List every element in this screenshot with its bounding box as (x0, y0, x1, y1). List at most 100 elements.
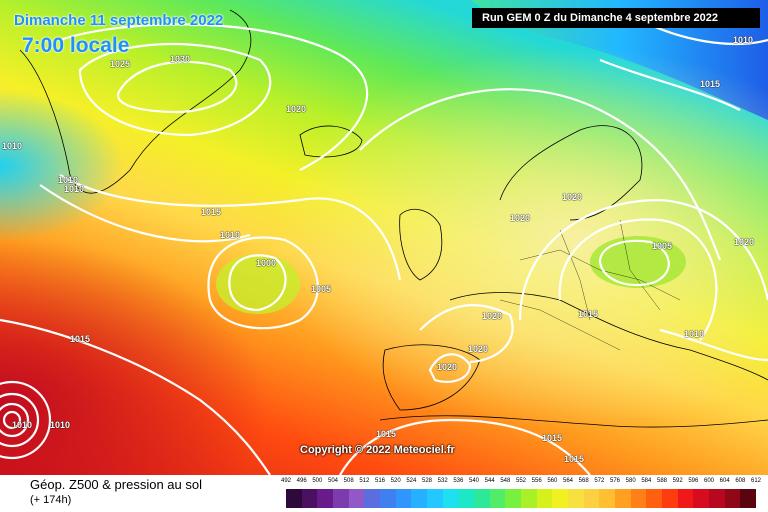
scale-tick-label: 528 (421, 478, 433, 484)
legend-bar: Géop. Z500 & pression au sol (+ 174h) 49… (0, 475, 768, 512)
scale-tick-label: 552 (515, 478, 527, 484)
scale-tick-label: 572 (594, 478, 605, 484)
scale-swatch (662, 489, 679, 508)
isobar-label: 1010 (63, 184, 85, 194)
scale-tick-label: 504 (327, 478, 339, 484)
isobar-1000-atlantic (228, 254, 287, 312)
isobar-1015-atlantic (0, 318, 271, 475)
scale-tick-label: 600 (703, 478, 715, 484)
scale-swatch (646, 489, 663, 508)
isobar-label: 1015 (541, 433, 563, 443)
forecast-local-time: 7:00 locale (22, 34, 130, 57)
scale-tick-label: 516 (374, 478, 386, 484)
scale-swatch (489, 489, 506, 508)
scale-swatch (333, 489, 350, 508)
isobar-low-core-2 (0, 402, 30, 438)
isobar-label: 1020 (481, 311, 503, 321)
scale-swatch (301, 489, 318, 508)
scandinavia-coast (499, 125, 643, 221)
scale-swatch (693, 489, 710, 508)
scale-tick-label: 496 (296, 478, 307, 484)
scale-swatch (286, 489, 303, 508)
scale-swatch (364, 489, 381, 508)
scale-swatch (505, 489, 522, 508)
scale-swatch (709, 489, 726, 508)
scale-swatch (380, 489, 397, 508)
isobar-1020-south (419, 304, 514, 364)
scale-swatch (583, 489, 600, 508)
isobar-label: 1015 (563, 454, 585, 464)
scale-tick-label: 564 (562, 478, 574, 484)
isobar-label: 1010 (49, 420, 71, 430)
isobar-1005-atlantic (207, 236, 319, 330)
scale-tick-label: 592 (672, 478, 683, 484)
scale-swatch (599, 489, 616, 508)
isobar-1015-africa (339, 418, 591, 475)
isobar-label: 1010 (683, 329, 705, 339)
field-title: Géop. Z500 & pression au sol (30, 477, 202, 492)
scale-tick-label: 568 (578, 478, 589, 484)
isobar-lines (0, 19, 768, 475)
isobar-label: 1010 (11, 420, 33, 430)
isobar-label: 1010 (732, 35, 754, 45)
scale-swatch (458, 489, 475, 508)
scale-tick-label: 508 (343, 478, 354, 484)
scale-swatch (677, 489, 694, 508)
scale-tick-label: 580 (625, 478, 636, 484)
isobar-label: 1005 (310, 284, 332, 294)
scale-swatch (630, 489, 647, 508)
isobar-label: 1020 (733, 237, 755, 247)
color-scale: 492 496 500 504 508 512 516 520 524 528 532 536 540 5… (280, 478, 761, 510)
scale-swatch (395, 489, 412, 508)
isobar-label: 1020 (561, 192, 583, 202)
scale-swatch (740, 489, 757, 508)
scale-swatch (348, 489, 365, 508)
isobar-label: 1010 (1, 141, 23, 151)
scale-tick-label: 492 (280, 478, 292, 484)
iberia-coast (382, 344, 481, 411)
isobar-label: 1020 (467, 344, 489, 354)
north-africa-coast (379, 415, 768, 428)
scale-swatch (536, 489, 553, 508)
scale-tick-label: 548 (500, 478, 511, 484)
isobar-label: 1020 (285, 104, 307, 114)
copyright-notice: Copyright © 2022 Meteociel.fr (300, 444, 455, 456)
isobar-label: 1015 (69, 334, 91, 344)
scale-tick-label: 560 (547, 478, 558, 484)
isobar-label: 1030 (169, 54, 191, 64)
greenland-coast (19, 9, 252, 194)
isobar-low-core-1 (2, 410, 22, 430)
forecast-date: Dimanche 11 septembre 2022 (14, 12, 224, 29)
scale-tick-label: 524 (406, 478, 417, 484)
isobar-label: 1020 (436, 362, 458, 372)
isobar-label: 1010 (57, 175, 79, 185)
isobar-1020-spain (428, 353, 472, 383)
isobar-label: 1020 (509, 213, 531, 223)
isobar-label: 1015 (200, 207, 222, 217)
scale-tick-label: 512 (359, 478, 370, 484)
scale-tick-label: 544 (484, 478, 495, 484)
scale-swatch (442, 489, 459, 508)
scale-tick-label: 588 (656, 478, 668, 484)
scale-tick-label: 584 (641, 478, 652, 484)
scale-tick-label: 500 (312, 478, 323, 484)
scale-tick-label: 596 (688, 478, 699, 484)
isobar-1010-central (558, 218, 718, 341)
isobar-1010-east (659, 328, 768, 362)
isobar-low-core-4 (0, 380, 52, 460)
scale-swatch (411, 489, 428, 508)
scale-swatch (724, 489, 741, 508)
isobar-1015-central (518, 198, 768, 321)
isobar-label: 1010 (219, 230, 241, 240)
scale-swatch (317, 489, 334, 508)
british-isles-coast (399, 208, 443, 281)
scale-tick-label: 536 (453, 478, 464, 484)
scale-swatch (552, 489, 569, 508)
isobar-1005-central (598, 239, 670, 287)
isobar-low-core-3 (0, 392, 40, 448)
scale-tick-label: 540 (468, 478, 480, 484)
scale-swatch (521, 489, 538, 508)
scale-tick-label: 608 (735, 478, 746, 484)
weather-map: Dimanche 11 septembre 2022 7:00 locale R… (0, 0, 768, 475)
isobar-label: 1025 (109, 59, 131, 69)
